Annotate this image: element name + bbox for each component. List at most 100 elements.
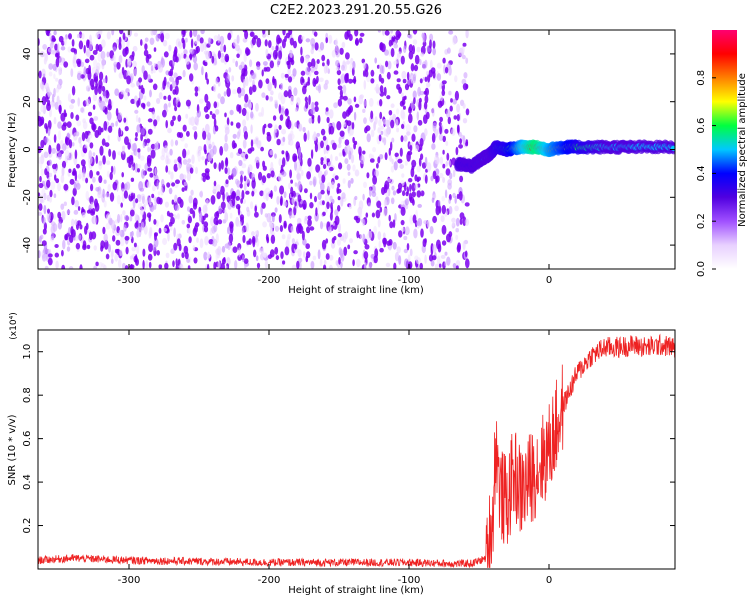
noise-cell — [223, 44, 227, 53]
noise-cell — [185, 55, 191, 65]
noise-cell — [173, 163, 178, 172]
noise-cell — [204, 149, 207, 155]
noise-cell — [189, 207, 194, 215]
noise-cell — [147, 61, 153, 66]
noise-cell — [426, 82, 431, 88]
noise-cell — [326, 158, 330, 163]
noise-cell — [432, 215, 437, 224]
noise-cell — [449, 172, 453, 180]
noise-cell — [120, 236, 125, 247]
noise-cell — [210, 216, 215, 227]
noise-cell — [387, 60, 392, 70]
noise-cell — [369, 158, 375, 163]
noise-cell — [245, 48, 251, 56]
noise-cell — [190, 189, 194, 196]
noise-cell — [89, 169, 93, 179]
noise-cell — [186, 223, 191, 229]
noise-cell — [269, 96, 273, 101]
noise-cell — [442, 57, 446, 64]
noise-cell — [242, 78, 246, 89]
noise-cell — [186, 166, 190, 174]
noise-cell — [61, 210, 66, 221]
noise-cell — [83, 44, 86, 54]
noise-cell — [204, 213, 209, 218]
noise-cell — [154, 142, 158, 151]
noise-cell — [164, 32, 170, 40]
noise-cell — [241, 227, 245, 234]
noise-cell — [103, 233, 108, 243]
noise-cell — [237, 254, 242, 261]
noise-cell — [352, 60, 356, 70]
noise-cell — [156, 115, 160, 122]
noise-cell — [394, 213, 397, 222]
noise-cell — [383, 86, 387, 97]
noise-cell — [118, 42, 122, 50]
noise-cell — [241, 254, 245, 263]
noise-cell — [414, 54, 420, 65]
noise-cell — [375, 209, 381, 219]
noise-cell — [174, 204, 180, 211]
spectrogram-y-ticks: -40 -20 0 20 40 — [22, 48, 675, 253]
noise-cell — [338, 152, 343, 157]
noise-cell — [378, 134, 382, 142]
noise-cell — [382, 119, 387, 125]
noise-cell — [71, 218, 75, 228]
noise-cell — [50, 232, 55, 241]
noise-cell — [121, 145, 125, 155]
noise-cell — [436, 239, 441, 250]
noise-cell — [232, 197, 236, 207]
noise-cell — [390, 30, 393, 34]
noise-cell — [142, 259, 145, 269]
noise-cell — [213, 57, 218, 66]
noise-cell — [401, 98, 406, 106]
noise-cell — [137, 164, 142, 169]
noise-cell — [76, 120, 82, 127]
noise-cell — [163, 95, 167, 100]
noise-cell — [49, 196, 52, 203]
noise-cell — [208, 37, 212, 46]
noise-cell — [444, 251, 448, 256]
noise-cell — [220, 44, 224, 53]
noise-cell — [240, 87, 246, 97]
noise-cell — [228, 175, 232, 180]
noise-cell — [198, 98, 204, 104]
noise-cell — [452, 169, 456, 178]
noise-cell — [242, 234, 246, 244]
noise-cell — [447, 47, 451, 54]
noise-cell — [149, 89, 152, 98]
noise-cell — [283, 220, 287, 228]
noise-cell — [296, 173, 301, 180]
noise-cell — [232, 89, 237, 95]
noise-cell — [152, 83, 158, 91]
noise-cell — [321, 174, 326, 183]
noise-cell — [445, 160, 449, 167]
noise-cell — [243, 258, 249, 264]
noise-cell — [62, 239, 66, 250]
noise-cell — [448, 198, 451, 204]
noise-cell — [89, 41, 93, 51]
noise-cell — [39, 175, 42, 183]
noise-cell — [217, 50, 221, 60]
noise-cell — [186, 258, 191, 263]
noise-cell — [396, 127, 400, 133]
noise-cell — [250, 201, 254, 210]
noise-cell — [388, 147, 391, 156]
noise-cell — [226, 117, 230, 126]
noise-cell — [284, 35, 287, 43]
noise-cell — [265, 66, 271, 72]
noise-cell — [138, 85, 142, 90]
noise-cell — [261, 175, 267, 184]
noise-cell — [63, 183, 69, 191]
noise-cell — [300, 55, 305, 64]
noise-cell — [84, 58, 90, 64]
noise-cell — [416, 190, 422, 198]
noise-cell — [194, 91, 199, 97]
noise-cell — [346, 163, 351, 171]
noise-cell — [276, 196, 280, 205]
noise-cell — [143, 95, 147, 101]
noise-cell — [320, 182, 325, 192]
noise-cell — [401, 173, 405, 178]
noise-cell — [436, 255, 441, 265]
noise-cell — [349, 62, 352, 73]
